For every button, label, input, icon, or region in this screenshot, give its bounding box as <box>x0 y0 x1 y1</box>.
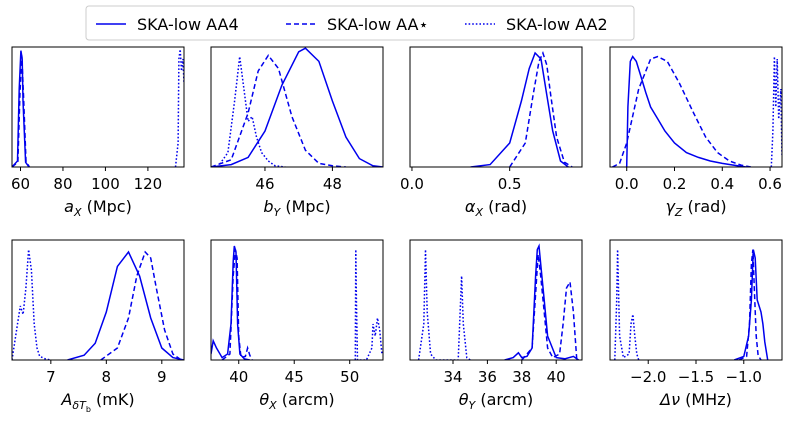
series-line-dashed <box>100 250 182 360</box>
series-line-dotted <box>770 56 782 167</box>
series-line-solid <box>625 55 747 167</box>
x-axis-label: Δν (MHz) <box>658 390 732 409</box>
x-axis-label: aX (Mpc) <box>64 197 132 219</box>
series-line-dotted <box>417 249 471 360</box>
legend-label: SKA-low AA2 <box>506 15 608 34</box>
subplot-5: 7 8 9 AδTb (mK) <box>11 239 185 414</box>
x-tick-label: 46 <box>255 175 274 193</box>
legend: SKA-low AA4 SKA-low AA⋆ SKA-low AA2 <box>85 5 635 41</box>
series-line-solid <box>504 243 580 360</box>
x-tick-label: 8 <box>102 368 112 386</box>
series-line-dashed <box>738 249 762 360</box>
x-tick-label: −1.5 <box>678 368 714 386</box>
subplot-2: 46 48 bY (Mpc) <box>210 46 384 219</box>
x-axis-label: AδTb (mK) <box>60 390 134 414</box>
plot-frame <box>11 239 185 361</box>
series-line-solid <box>12 50 30 167</box>
x-tick-label: 0.5 <box>498 175 522 193</box>
x-axis-label: bY (Mpc) <box>263 197 330 219</box>
x-tick-label: 0.0 <box>615 175 639 193</box>
x-tick-label: 0.0 <box>400 175 424 193</box>
x-tick-label: 100 <box>91 175 120 193</box>
legend-box <box>85 5 635 41</box>
plot-frame <box>210 239 384 361</box>
plot-frame <box>409 46 583 168</box>
series-line-solid <box>67 250 184 360</box>
series-line-dashed <box>521 254 578 360</box>
series-line-dashed <box>12 55 31 167</box>
series-line-dotted <box>12 249 51 360</box>
subplot-6: 40 45 50 θX (arcm) <box>210 239 384 412</box>
x-tick-label: 48 <box>323 175 342 193</box>
x-tick-label: 60 <box>11 175 30 193</box>
plot-frame <box>210 46 384 168</box>
x-tick-label: 0.6 <box>758 175 782 193</box>
series-line-solid <box>470 51 569 167</box>
legend-label: SKA-low AA4 <box>137 15 239 34</box>
x-tick-label: −1.0 <box>726 368 762 386</box>
x-tick-label: 0.4 <box>710 175 734 193</box>
x-tick-label: 7 <box>46 368 56 386</box>
subplot-4: 0.0 0.2 0.4 0.6 γZ (rad) <box>609 46 783 219</box>
x-tick-label: 40 <box>229 368 248 386</box>
plot-frame <box>11 46 185 168</box>
series-line-dashed <box>211 54 346 167</box>
x-axis-label: αX (rad) <box>465 197 527 219</box>
series-line-dashed <box>612 55 752 167</box>
x-axis-label: γZ (rad) <box>665 197 726 219</box>
series-line-dotted <box>614 249 640 360</box>
x-tick-label: 40 <box>547 368 566 386</box>
x-tick-label: 120 <box>134 175 163 193</box>
x-tick-label: 45 <box>285 368 304 386</box>
subplot-7: 34 36 38 40 θY (arcm) <box>409 239 583 412</box>
series-line-dotted <box>174 49 184 167</box>
plot-frame <box>409 239 583 361</box>
x-tick-label: 9 <box>157 368 167 386</box>
x-tick-label: 36 <box>478 368 497 386</box>
x-tick-label: 80 <box>53 175 72 193</box>
x-tick-label: 38 <box>512 368 531 386</box>
series-line-dashed <box>509 50 573 167</box>
x-tick-label: 34 <box>443 368 462 386</box>
plot-frame <box>609 46 783 168</box>
legend-label: SKA-low AA⋆ <box>327 15 429 34</box>
subplot-8: −2.0 −1.5 −1.0 Δν (MHz) <box>609 239 783 409</box>
x-tick-label: 0.2 <box>663 175 687 193</box>
series-line-dotted <box>354 249 383 360</box>
x-tick-label: 50 <box>340 368 359 386</box>
series-line-dashed <box>221 249 253 360</box>
series-line-solid <box>211 47 383 167</box>
x-axis-label: θX (arcm) <box>259 390 334 412</box>
subplot-3: 0.0 0.5 αX (rad) <box>400 46 583 219</box>
x-axis-label: θY (arcm) <box>459 390 534 412</box>
x-tick-label: −2.0 <box>630 368 666 386</box>
series-line-dotted <box>217 56 286 167</box>
